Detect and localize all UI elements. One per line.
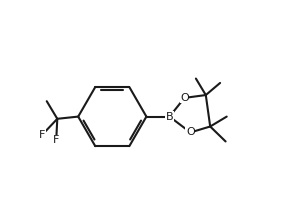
Text: B: B: [166, 112, 173, 122]
Text: O: O: [180, 93, 189, 103]
Text: O: O: [186, 127, 195, 138]
Text: F: F: [39, 130, 45, 140]
Text: F: F: [53, 135, 59, 145]
